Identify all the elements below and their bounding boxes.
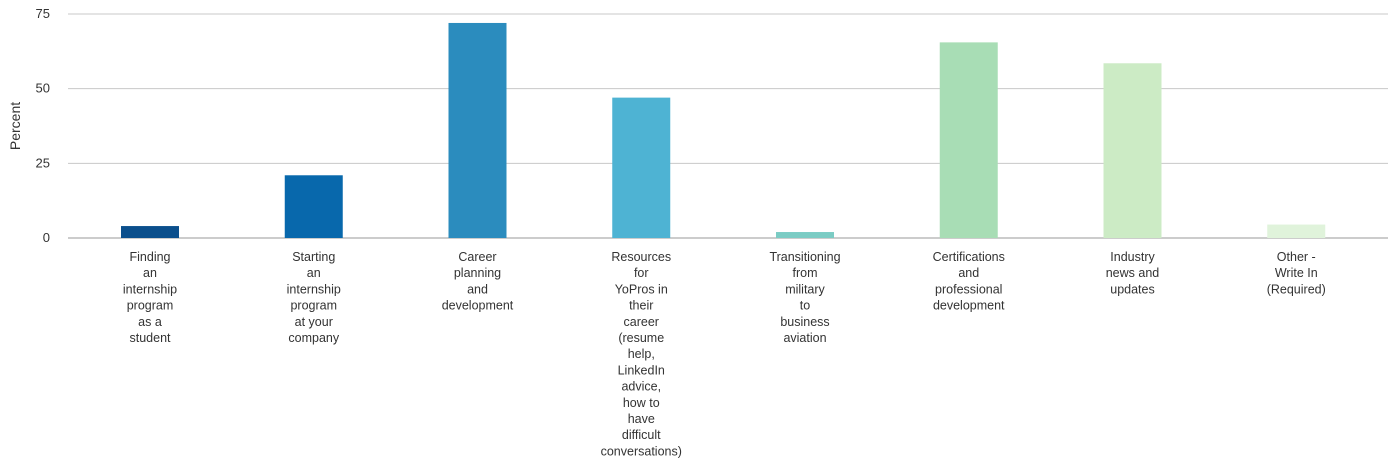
x-category-label-line: Resources (611, 250, 671, 264)
x-category-label-line: LinkedIn (618, 363, 665, 377)
x-category-label-line: and (958, 266, 979, 280)
gridlines (68, 13, 1388, 239)
x-category-label-line: military (785, 282, 825, 296)
bar (284, 175, 343, 238)
x-category-label-line: as a (138, 315, 162, 329)
x-category-label-line: (Required) (1267, 282, 1326, 296)
bar (776, 232, 834, 238)
x-category-label-line: career (624, 315, 659, 329)
x-category-label-line: to (800, 299, 810, 313)
bar (612, 97, 671, 238)
x-category-label-line: professional (935, 282, 1002, 296)
bar (1267, 224, 1326, 238)
x-category-label-line: company (288, 331, 339, 345)
y-tick-label: 75 (36, 6, 50, 21)
x-category-label-line: Starting (292, 250, 335, 264)
y-tick-labels: 0 25 50 75 (36, 6, 50, 245)
x-category-label-line: updates (1110, 282, 1154, 296)
x-category-label-line: Transitioning (769, 250, 840, 264)
x-category-label-line: from (793, 266, 818, 280)
bar (448, 22, 507, 239)
bar (121, 226, 179, 238)
bar (1103, 63, 1162, 238)
x-category-label-line: business (780, 315, 829, 329)
x-category-label-line: planning (454, 266, 501, 280)
bar (939, 42, 998, 238)
x-category-label-line: conversations) (601, 444, 682, 458)
x-category-label-line: have (628, 412, 655, 426)
y-tick-label: 50 (36, 81, 50, 96)
y-tick-label: 0 (43, 230, 50, 245)
x-category-label-line: (resume (618, 331, 664, 345)
x-category-label-line: for (634, 266, 649, 280)
x-category-label-line: internship (287, 282, 341, 296)
x-category-label-line: difficult (622, 428, 661, 442)
x-category-label-line: Career (458, 250, 496, 264)
x-category-label-line: Other - (1277, 250, 1316, 264)
x-category-label-line: advice, (621, 380, 661, 394)
x-category-labels: Finding an internship program as a student Sta… (123, 250, 1326, 458)
x-category-label-line: program (290, 299, 337, 313)
y-axis-title: Percent (7, 102, 23, 150)
x-category-label-line: an (307, 266, 321, 280)
x-category-label-line: development (442, 299, 514, 313)
x-category-label-line: Finding (130, 250, 171, 264)
x-category-label-line: development (933, 299, 1005, 313)
x-category-label-line: news and (1106, 266, 1160, 280)
x-category-label-line: at your (295, 315, 333, 329)
x-category-label-line: an (143, 266, 157, 280)
x-category-label-line: aviation (783, 331, 826, 345)
x-category-label-line: their (629, 299, 653, 313)
x-category-label-line: YoPros in (615, 282, 668, 296)
x-category-label-line: help, (628, 347, 655, 361)
x-category-label-line: student (129, 331, 171, 345)
bars (121, 22, 1326, 239)
x-category-label-line: program (127, 299, 174, 313)
y-tick-label: 25 (36, 155, 50, 170)
x-category-label-line: how to (623, 396, 660, 410)
x-category-label-line: and (467, 282, 488, 296)
x-category-label-line: Certifications (933, 250, 1005, 264)
x-category-label-line: Industry (1110, 250, 1155, 264)
x-category-label-line: Write In (1275, 266, 1318, 280)
x-category-label-line: internship (123, 282, 177, 296)
